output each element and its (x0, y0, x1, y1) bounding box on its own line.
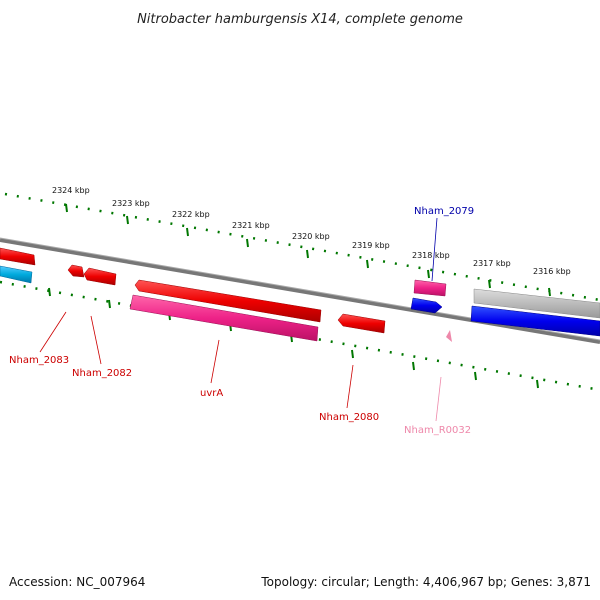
gene-labels: Nham_2079 Nham_2083 Nham_2082 uvrA Nham_… (9, 206, 474, 436)
gene-feature-pink[interactable] (129, 294, 319, 342)
upper-scale-track (4, 192, 600, 302)
scale-label: 2323 kbp (112, 199, 150, 208)
scale-tick (366, 259, 369, 269)
scale-label: 2319 kbp (352, 241, 390, 250)
gene-feature-cyan[interactable] (0, 265, 33, 284)
scale-tick (548, 287, 551, 297)
gene-label-nham-r0032[interactable]: Nham_R0032 (404, 425, 471, 436)
scale-tick (412, 361, 415, 371)
scale-tick (126, 215, 129, 225)
scale-label: 2324 kbp (52, 186, 90, 195)
leader-line-nham-2079 (431, 217, 438, 282)
scale-tick (306, 249, 309, 259)
gene-nham-2079[interactable] (413, 279, 447, 297)
leader-line-nham-r0032 (435, 376, 442, 422)
scale-tick (108, 299, 111, 309)
leader-line-nham-2082 (90, 315, 102, 365)
leader-line-nham-2083 (39, 311, 67, 353)
scale-label: 2322 kbp (172, 210, 210, 219)
gene-nham-2082[interactable] (83, 267, 117, 286)
scale-label: 2318 kbp (412, 251, 450, 260)
gene-label-uvra[interactable]: uvrA (200, 388, 223, 399)
upper-scale-dots (4, 192, 600, 302)
scale-tick (186, 227, 189, 237)
scale-tick (488, 279, 491, 289)
scale-tick (48, 287, 51, 297)
gene-feature-red[interactable] (0, 247, 36, 266)
gene-label-nham-2083[interactable]: Nham_2083 (9, 355, 69, 366)
page-title: Nitrobacter hamburgensis X14, complete g… (137, 12, 463, 27)
label-leader-lines (39, 217, 442, 422)
gene-nham-r0032[interactable] (446, 330, 452, 342)
upper-scale-major-ticks (65, 203, 551, 297)
gene-feature-blue[interactable] (410, 297, 443, 314)
scale-tick (427, 269, 430, 279)
scale-tick (351, 349, 354, 359)
gene-label-nham-2079[interactable]: Nham_2079 (414, 206, 474, 217)
genome-summary-text: Topology: circular; Length: 4,406,967 bp… (260, 575, 591, 589)
scale-tick (474, 371, 477, 381)
gene-nham-2080[interactable] (337, 313, 386, 334)
genome-backbone (0, 238, 600, 344)
scale-label: 2316 kbp (533, 267, 571, 276)
scale-tick (536, 379, 539, 389)
gene-label-nham-2082[interactable]: Nham_2082 (72, 368, 132, 379)
gene-feature-gray[interactable] (473, 288, 600, 319)
leader-line-nham-2080 (346, 364, 354, 409)
scale-tick (65, 203, 68, 213)
gene-uvra[interactable] (134, 279, 322, 323)
scale-label: 2317 kbp (473, 259, 511, 268)
leader-line-uvra (210, 339, 220, 384)
scale-labels: 2324 kbp 2323 kbp 2322 kbp 2321 kbp 2320… (52, 186, 571, 276)
gene-label-nham-2080[interactable]: Nham_2080 (319, 412, 379, 423)
scale-label: 2320 kbp (292, 232, 330, 241)
gene-feature-blue-large[interactable] (470, 305, 600, 337)
scale-label: 2321 kbp (232, 221, 270, 230)
forward-strand-genes (0, 247, 600, 342)
scale-tick (246, 238, 249, 248)
gene-nham-2083[interactable] (67, 264, 85, 278)
accession-text: Accession: NC_007964 (9, 575, 145, 589)
